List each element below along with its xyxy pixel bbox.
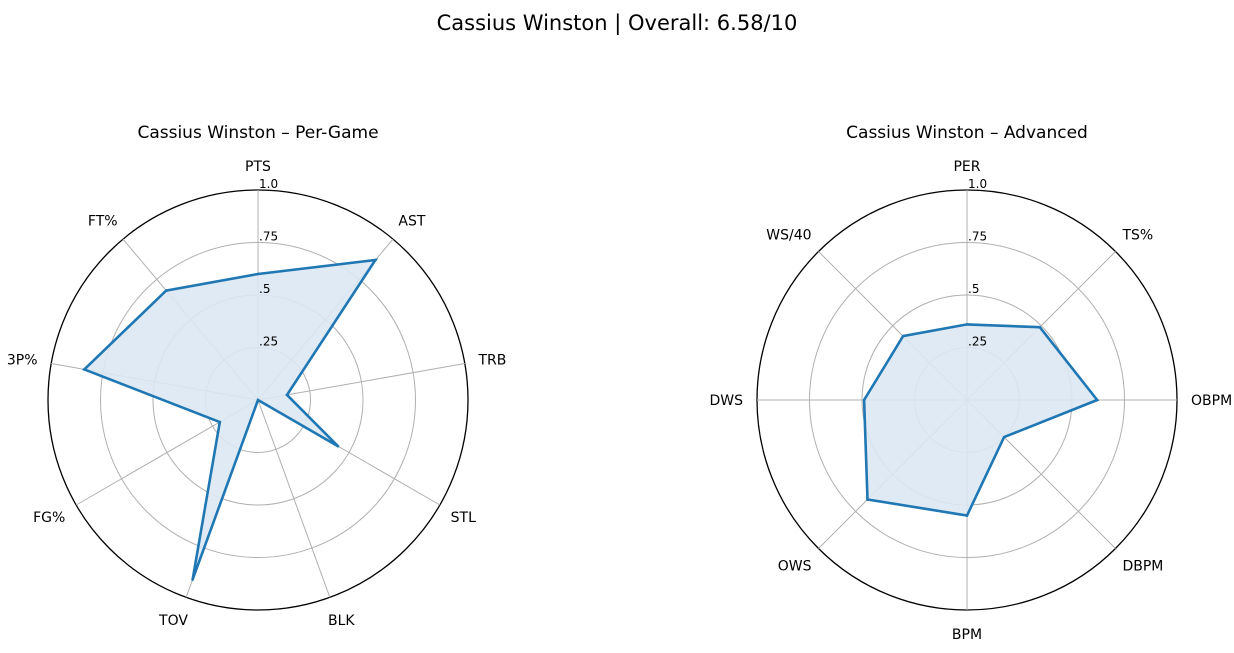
data-point-per <box>965 323 969 326</box>
category-label-dbpm: DBPM <box>1122 558 1163 574</box>
chart-title-per-game: Cassius Winston – Per-Game <box>137 123 378 143</box>
data-point-obpm <box>1095 398 1099 402</box>
category-label-obpm: OBPM <box>1191 393 1232 409</box>
data-point-stl <box>336 444 340 448</box>
series-line <box>81 258 379 581</box>
data-point-dws <box>862 398 866 402</box>
category-label-fg-: FG% <box>33 510 65 526</box>
category-label-ws-40: WS/40 <box>766 228 811 244</box>
data-point-ows <box>866 498 869 501</box>
radial-tick-label: 1.0 <box>968 177 987 191</box>
data-point-ast <box>374 258 377 262</box>
data-point-ft- <box>164 289 168 292</box>
series-area <box>84 260 376 580</box>
spoke-trb <box>257 363 465 401</box>
data-point-dbpm <box>1002 435 1006 439</box>
spoke-blk <box>257 399 331 598</box>
data-point-trb <box>285 393 289 397</box>
category-label-pts: PTS <box>245 159 271 175</box>
data-point-ws-40 <box>901 334 905 338</box>
data-point-tov <box>191 578 194 581</box>
radar-chart-advanced: Cassius Winston – Advanced .25 .5 .75 1.0 PE… <box>709 123 1232 643</box>
data-point-3p- <box>82 368 86 371</box>
category-label-stl: STL <box>451 510 476 526</box>
category-label-trb: TRB <box>477 352 506 368</box>
radial-tick-label: .5 <box>968 282 979 296</box>
data-point-ts- <box>1038 325 1042 329</box>
category-label-per: PER <box>953 159 980 175</box>
data-point-blk <box>256 398 260 402</box>
radial-tick-label: .75 <box>968 230 987 244</box>
category-label-ows: OWS <box>778 558 812 574</box>
category-label-dws: DWS <box>709 393 743 409</box>
radial-tick-label: 1.0 <box>259 177 278 191</box>
category-label-blk: BLK <box>328 613 355 629</box>
series-area <box>864 324 1098 516</box>
radial-tick-label: .25 <box>968 335 987 349</box>
radar-chart-per-game: Cassius Winston – Per-Game .25 .5 .75 1.0 PT… <box>7 123 506 629</box>
category-label-ast: AST <box>398 214 425 230</box>
category-label-bpm: BPM <box>952 627 982 643</box>
data-point-bpm <box>965 514 969 517</box>
category-label-ts-: TS% <box>1121 228 1153 244</box>
radial-tick-label: .5 <box>259 282 270 296</box>
data-point-fg- <box>218 420 222 424</box>
data-point-pts <box>256 272 260 276</box>
category-label-tov: TOV <box>158 613 188 629</box>
category-label-ft-: FT% <box>88 214 118 230</box>
category-label-3p-: 3P% <box>7 352 38 368</box>
radial-tick-label: .25 <box>259 335 278 349</box>
chart-title-advanced: Cassius Winston – Advanced <box>846 123 1088 143</box>
figure-title: Cassius Winston | Overall: 6.58/10 <box>437 11 798 36</box>
radial-tick-label: .75 <box>259 230 278 244</box>
